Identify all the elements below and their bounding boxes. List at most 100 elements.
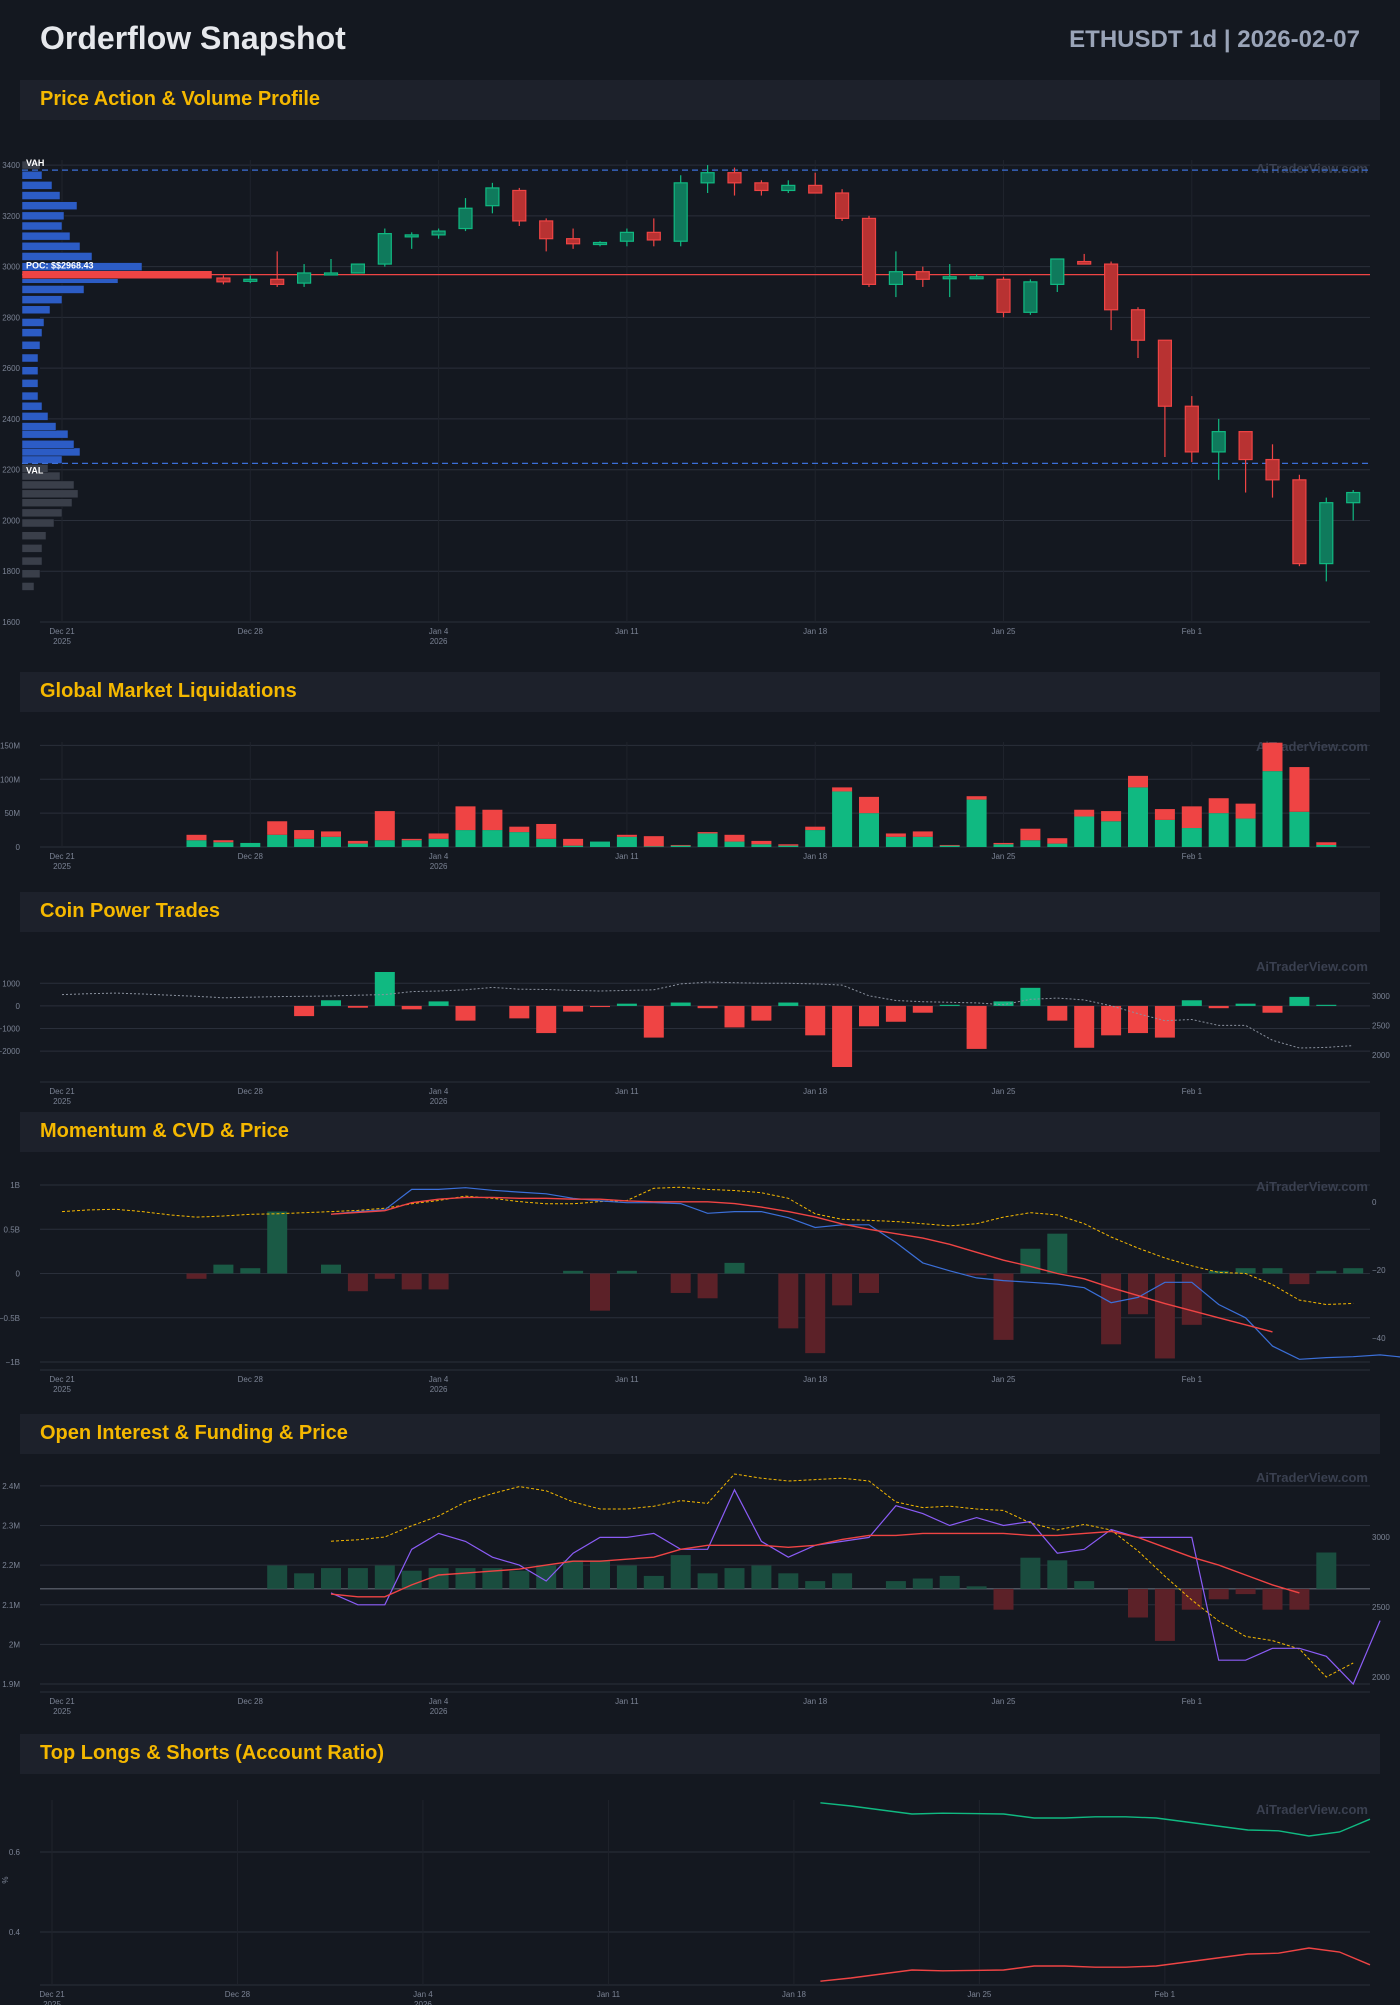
candle-body	[1238, 431, 1253, 461]
x-tick-label: Dec 28	[225, 1990, 251, 1999]
x-tick-label: Jan 11	[597, 1990, 621, 1999]
profile-bar	[21, 569, 41, 579]
power-trade-bar	[832, 1005, 853, 1067]
liq-long-bar	[939, 845, 960, 847]
profile-bar	[21, 221, 63, 231]
liq-long-bar	[670, 845, 691, 847]
funding-bar	[1208, 1588, 1229, 1600]
y-tick-label: 3000	[2, 263, 20, 272]
candle-body	[216, 277, 231, 283]
y-tick-label: 3400	[2, 161, 20, 170]
momentum-bar	[267, 1211, 288, 1274]
power-trade-bar	[536, 1005, 557, 1034]
candle-body	[1103, 263, 1119, 311]
liq-short-bar	[1235, 803, 1256, 819]
profile-bar	[21, 429, 69, 439]
liq-short-bar	[1047, 838, 1068, 844]
liq-long-bar	[832, 791, 853, 847]
y-tick-label: 0	[16, 1002, 21, 1011]
candle-body	[1157, 339, 1173, 407]
liq-short-bar	[1316, 842, 1337, 845]
y-tick-label: 2.1M	[2, 1601, 20, 1610]
liq-short-bar	[347, 840, 368, 844]
y-right-tick-label: 0	[1372, 1198, 1377, 1207]
power-trade-bar	[1208, 1005, 1229, 1009]
liq-short-bar	[1289, 767, 1310, 812]
x-tick-label: Dec 21	[49, 1697, 75, 1706]
funding-bar	[1235, 1588, 1256, 1595]
power-trade-bar	[347, 1005, 368, 1008]
open-interest-chart[interactable]: 1.9M 2M 2.1M 2.2M 2.3M 2.4M 2000 2500 3000 Dec 21…	[0, 1464, 1400, 1716]
power-trade-bar	[374, 972, 395, 1006]
profile-bar	[21, 440, 75, 449]
poc-label: POC: $$2968.43	[26, 261, 94, 271]
momentum-bar	[1235, 1268, 1256, 1274]
profile-bar	[21, 379, 39, 388]
y-tick-label: −0.5B	[0, 1314, 20, 1323]
x-tick-year: 2025	[53, 637, 71, 646]
power-trade-bar	[966, 1005, 987, 1049]
profile-bar	[21, 252, 93, 261]
liq-short-bar	[859, 796, 879, 814]
liq-long-bar	[401, 840, 422, 847]
momentum-bar	[1047, 1233, 1068, 1274]
x-tick-label: Jan 18	[803, 1375, 828, 1384]
y-tick-label: 100M	[0, 775, 20, 784]
power-trade-bar	[1262, 1005, 1283, 1013]
funding-bar	[482, 1568, 503, 1589]
momentum-bar	[1128, 1273, 1148, 1315]
power-trade-bar	[1316, 1004, 1337, 1006]
x-tick-label: Jan 25	[991, 1087, 1016, 1096]
candle-body	[646, 231, 661, 241]
candle-body	[1077, 260, 1092, 265]
liq-long-bar	[912, 836, 933, 847]
funding-bar	[993, 1588, 1014, 1610]
section-open-interest: Open Interest & Funding & Price	[20, 1414, 1380, 1454]
y-right-tick-label: 2000	[1372, 1051, 1390, 1060]
funding-bar	[724, 1568, 745, 1589]
funding-bar	[643, 1575, 664, 1589]
power-trade-bar	[993, 1001, 1014, 1006]
section-title: Top Longs & Shorts (Account Ratio)	[40, 1742, 385, 1764]
funding-bar	[1154, 1588, 1175, 1641]
momentum-line	[330, 1196, 1273, 1333]
power-trade-bar	[455, 1005, 476, 1021]
x-tick-label: Feb 1	[1182, 852, 1203, 861]
momentum-bar	[563, 1270, 584, 1274]
y-tick-label: 3200	[2, 212, 20, 221]
power-trade-bar	[670, 1002, 691, 1006]
funding-bar	[1047, 1560, 1068, 1589]
funding-bar	[805, 1581, 826, 1589]
y-right-tick-label: −40	[1372, 1334, 1386, 1343]
section-momentum: Momentum & CVD & Price	[20, 1112, 1380, 1152]
x-tick-label: Jan 18	[782, 1990, 807, 1999]
power-trade-bar	[1289, 996, 1310, 1006]
momentum-bar	[590, 1273, 610, 1311]
liq-short-bar	[697, 832, 718, 834]
liq-long-bar	[885, 836, 906, 847]
x-tick-year: 2025	[53, 1707, 71, 1716]
price-chart[interactable]: 1600 1800 2000 2200 2400 2600 2800 3000 3200 3400…	[0, 150, 1400, 660]
momentum-bar	[186, 1273, 207, 1279]
liq-short-bar	[1020, 828, 1041, 841]
liq-short-bar	[751, 840, 772, 845]
liq-short-bar	[912, 831, 933, 837]
momentum-bar	[1262, 1268, 1283, 1274]
liq-long-bar	[805, 830, 826, 847]
section-price-action: Price Action & Volume Profile	[20, 80, 1380, 120]
momentum-bar	[778, 1273, 799, 1329]
momentum-bar	[993, 1273, 1014, 1340]
x-tick-label: Dec 28	[238, 1087, 264, 1096]
profile-bar	[21, 211, 65, 221]
momentum-bar	[1101, 1273, 1122, 1345]
funding-bar	[885, 1581, 906, 1589]
y-tick-label: 1B	[10, 1181, 20, 1190]
liq-long-bar	[1316, 844, 1337, 847]
funding-bar	[1128, 1588, 1148, 1618]
funding-bar	[832, 1573, 853, 1589]
candle-body	[969, 276, 984, 280]
